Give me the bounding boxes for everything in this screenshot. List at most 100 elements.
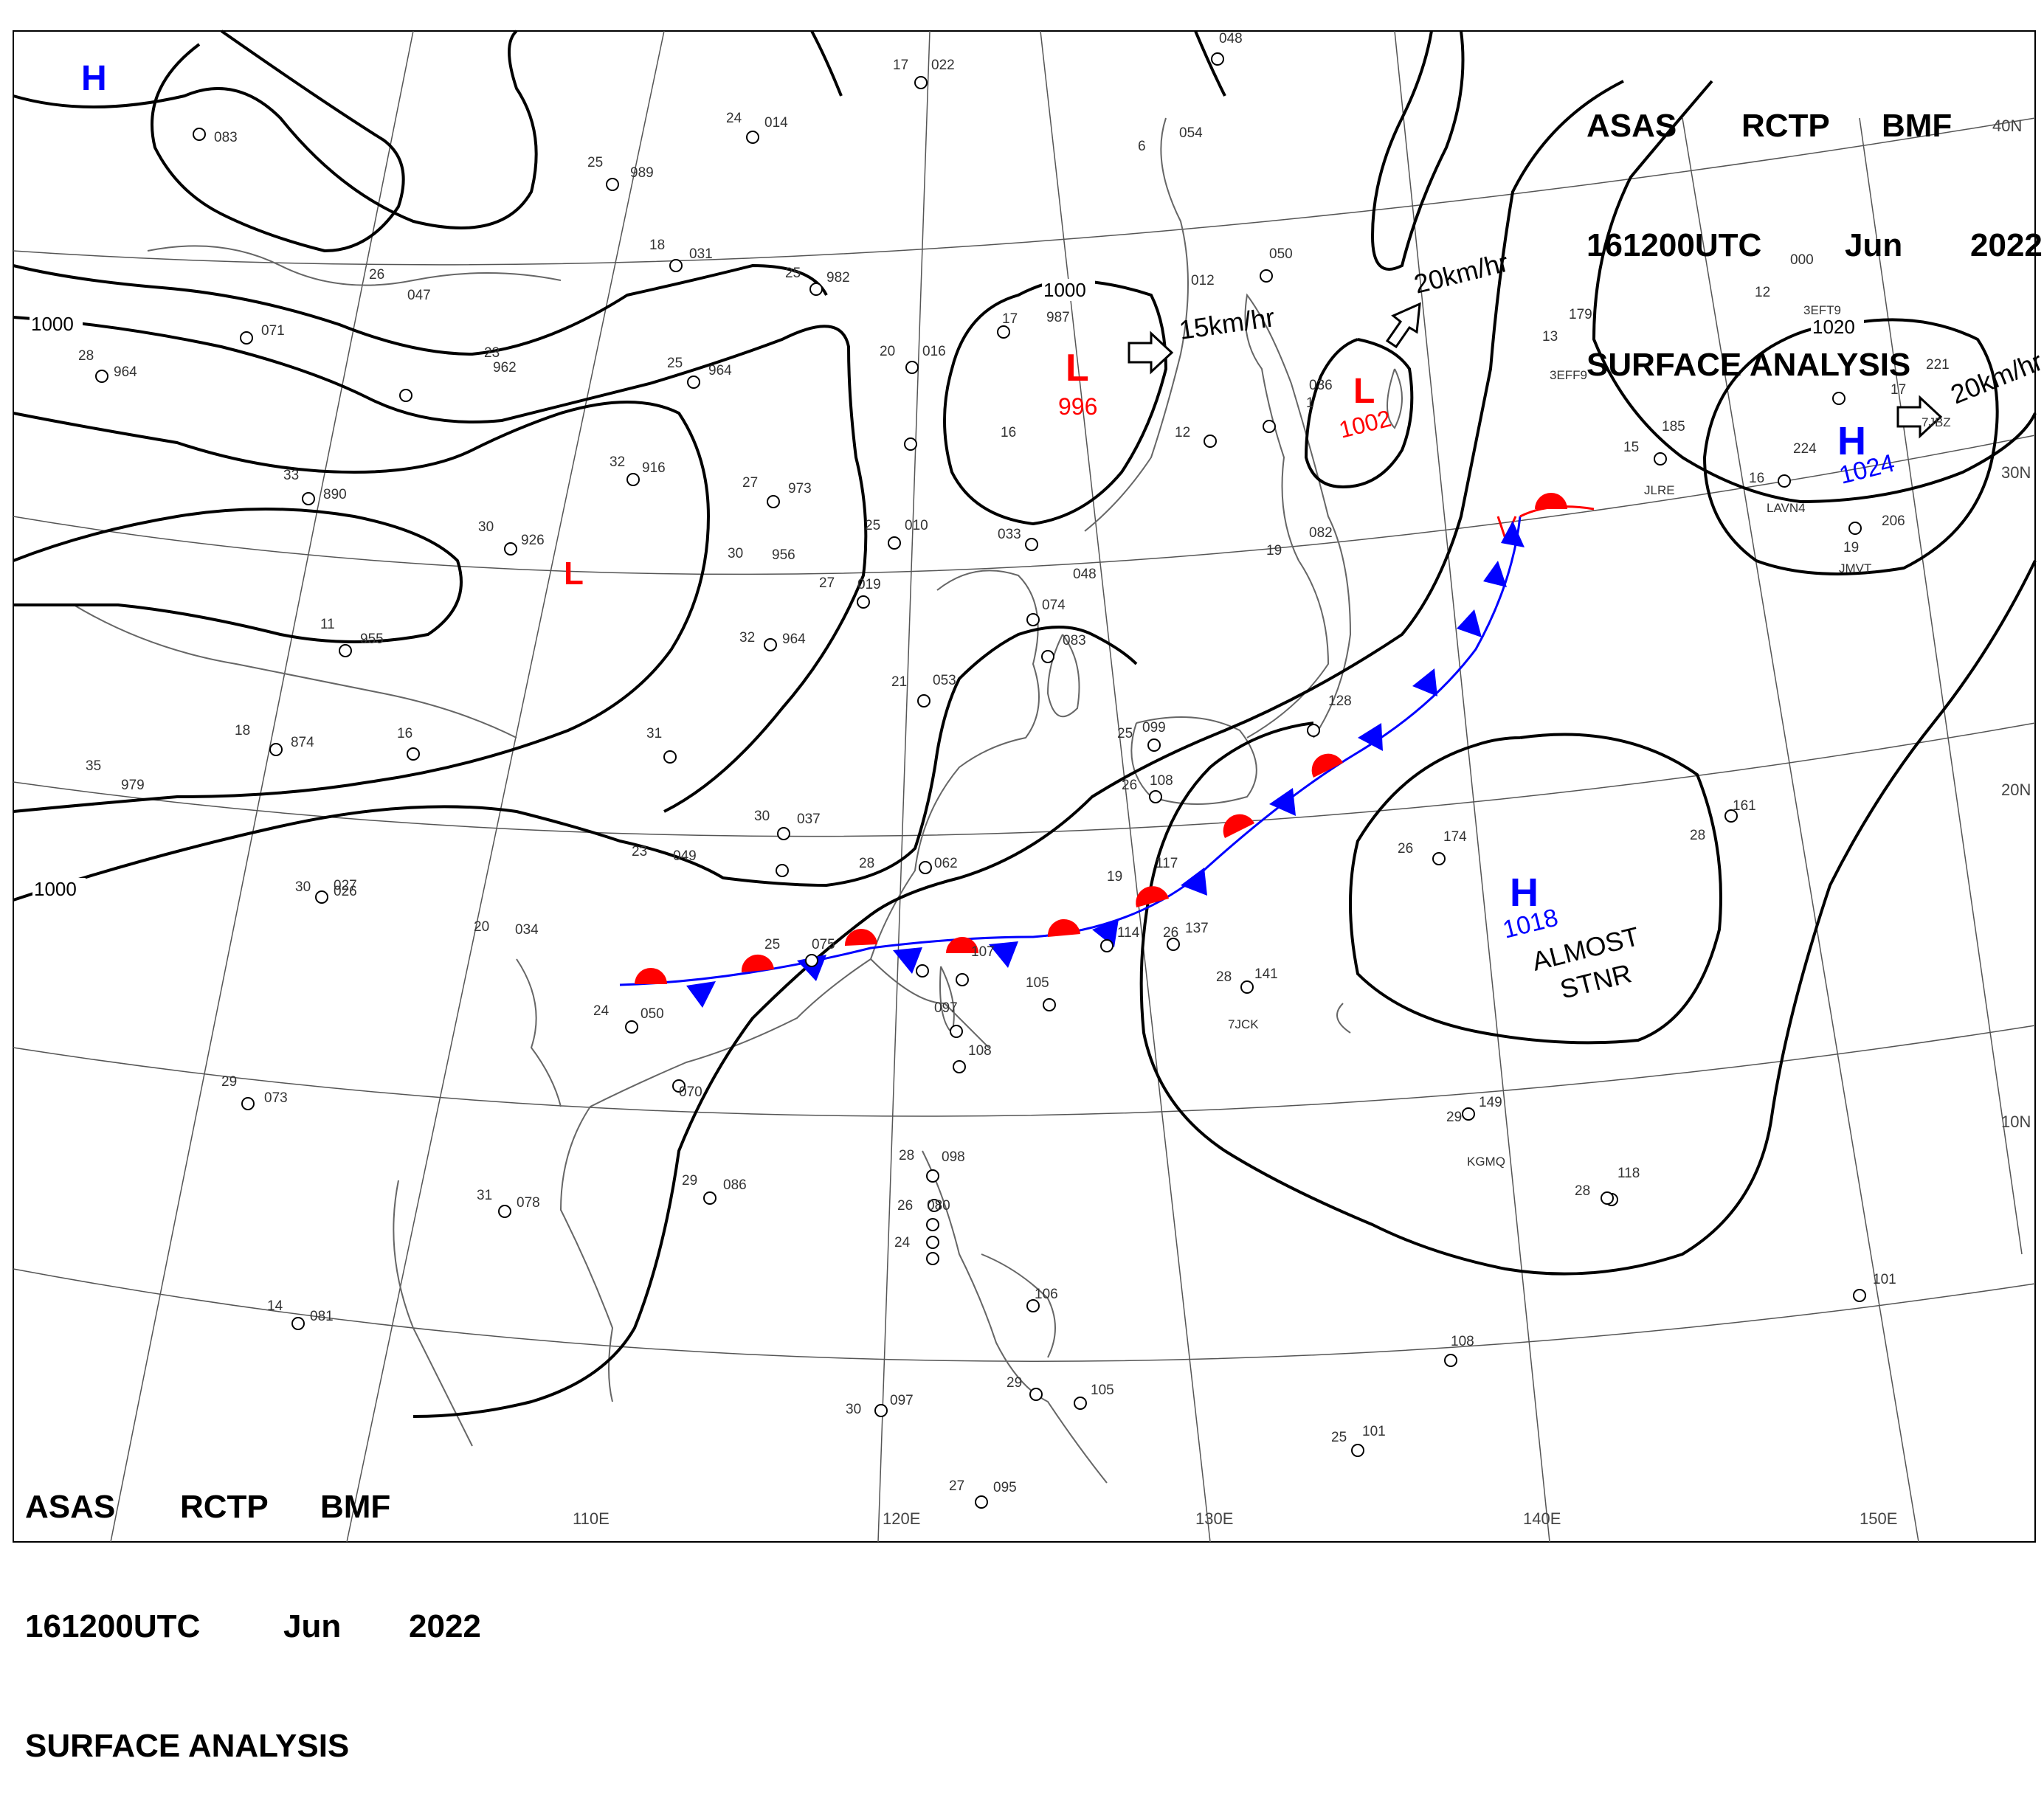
station-pressure: 955 xyxy=(360,632,384,647)
station-temp: 19 xyxy=(1843,540,1859,556)
low-pressure-marker: L xyxy=(564,556,584,592)
station-temp: 6 xyxy=(1138,139,1146,154)
header-code: BMF xyxy=(1882,108,1952,144)
station-temp: 16 xyxy=(1001,425,1016,440)
station-temp: 28 xyxy=(899,1148,914,1163)
station-temp: 32 xyxy=(610,454,625,470)
station-pressure: 078 xyxy=(517,1195,540,1211)
station-temp: 29 xyxy=(221,1074,237,1090)
station-pressure: 074 xyxy=(1042,598,1066,613)
station-pressure: 108 xyxy=(1451,1334,1474,1349)
low-pressure-marker: L xyxy=(1066,347,1089,390)
longitude-label: 140E xyxy=(1523,1509,1561,1528)
station-temp: 12 xyxy=(1755,285,1770,300)
surface-analysis-map: 1000 1000 1000 1020 xyxy=(13,30,2044,1543)
warm-front-semicircle xyxy=(844,928,877,946)
station-temp: 26 xyxy=(1398,841,1413,857)
low-pressure-marker: L xyxy=(1353,372,1375,411)
station-pressure: 012 xyxy=(1191,273,1215,288)
station-pressure: 014 xyxy=(764,115,788,131)
cold-front-triangle xyxy=(1501,521,1525,547)
station-pressure: 101 xyxy=(1873,1272,1896,1287)
ship-id: 3EFT9 xyxy=(1803,303,1841,317)
station-pressure: 964 xyxy=(708,363,732,378)
header-product: SURFACE ANALYSIS xyxy=(25,1728,350,1764)
ship-id: 7JBZ xyxy=(1922,415,1951,429)
station-temp: 27 xyxy=(742,475,758,491)
header-time: 161200UTC xyxy=(1586,227,1762,263)
station-pressure: 050 xyxy=(1269,246,1293,262)
latitude-label: 20N xyxy=(2001,781,2031,799)
station-temp: 23 xyxy=(484,345,500,361)
header-code: BMF xyxy=(320,1489,391,1525)
station-pressure: 118 xyxy=(1617,1166,1640,1181)
station-temp: 17 xyxy=(1891,382,1906,398)
station-temp: 21 xyxy=(891,674,907,690)
station-pressure: 081 xyxy=(310,1309,334,1324)
station-temp: 25 xyxy=(865,518,880,533)
station-pressure: 149 xyxy=(1479,1095,1502,1110)
station-pressure: 185 xyxy=(1662,419,1685,435)
station-pressure: 098 xyxy=(942,1149,965,1165)
station-temp: 16 xyxy=(397,726,412,741)
station-pressure: 956 xyxy=(772,547,795,563)
station-pressure: 037 xyxy=(797,812,821,827)
warm-front-semicircle xyxy=(1535,493,1567,509)
warm-front-semicircle xyxy=(741,954,774,972)
station-temp: 30 xyxy=(754,809,770,824)
low-pressure-value: 996 xyxy=(1058,393,1097,420)
cold-front-triangle xyxy=(1457,609,1482,637)
station-pressure: 097 xyxy=(890,1393,914,1408)
station-temp: 30 xyxy=(478,519,494,535)
station-pressure: 962 xyxy=(493,360,517,376)
station-temp: 28 xyxy=(1575,1183,1590,1199)
station-temp: 20 xyxy=(474,919,489,935)
station-pressure: 026 xyxy=(334,884,357,899)
station-pressure: 022 xyxy=(931,58,955,73)
station-pressure: 083 xyxy=(1063,633,1086,648)
isobar-labels-group: 1000 1000 1000 1020 xyxy=(30,279,1864,900)
header-month: Jun xyxy=(1845,227,1903,263)
station-pressure: 964 xyxy=(114,364,137,380)
warm-front-semicircle xyxy=(1136,886,1169,907)
station-temp: 33 xyxy=(283,468,299,483)
high-pressure-marker: H xyxy=(1510,871,1539,915)
header-month: Jun xyxy=(283,1608,342,1644)
station-temp: 25 xyxy=(785,266,801,281)
station-pressure: 099 xyxy=(1142,720,1166,736)
station-pressure: 010 xyxy=(905,518,928,533)
station-temp: 25 xyxy=(1331,1430,1347,1445)
station-temp: 35 xyxy=(86,758,101,774)
header-bottom-left: ASAS RCTP BMF 161200UTC Jun 2022 SURFACE ANA… xyxy=(25,1408,481,1806)
cold-front-triangle xyxy=(989,941,1018,968)
front-warm-symbols xyxy=(635,493,1567,984)
station-pressure: 108 xyxy=(1150,773,1173,789)
station-temp: 25 xyxy=(764,937,780,952)
cold-front-triangle xyxy=(1092,919,1119,947)
header-product: SURFACE ANALYSIS xyxy=(1586,347,1911,383)
station-pressure: 979 xyxy=(121,778,145,793)
station-pressure: 101 xyxy=(1362,1424,1386,1439)
station-pressure: 047 xyxy=(407,288,431,303)
ship-id: KGMQ xyxy=(1467,1155,1505,1169)
station-pressure: 054 xyxy=(1179,125,1203,141)
station-pressure: 982 xyxy=(826,270,850,286)
station-temp: 29 xyxy=(682,1173,697,1189)
station-temp: 28 xyxy=(859,856,874,871)
station-pressure: 083 xyxy=(214,130,238,145)
station-pressure: 070 xyxy=(679,1084,702,1100)
station-pressure: 174 xyxy=(1443,829,1467,845)
station-pressure: 964 xyxy=(782,632,806,647)
movement-arrow xyxy=(1896,395,1943,439)
station-pressure: 075 xyxy=(812,937,835,952)
cold-front-triangle xyxy=(1181,868,1207,896)
header-agency: ASAS xyxy=(25,1489,116,1525)
station-plot-symbols xyxy=(95,52,1866,1509)
station-pressure: 987 xyxy=(1046,310,1070,325)
cold-front-triangle xyxy=(1269,788,1296,816)
ship-id: LAVN4 xyxy=(1767,501,1806,515)
station-pressure: 890 xyxy=(323,487,347,502)
header-station: RCTP xyxy=(1741,108,1830,144)
latitude-label: 10N xyxy=(2001,1113,2031,1131)
station-temp: 28 xyxy=(78,348,94,364)
